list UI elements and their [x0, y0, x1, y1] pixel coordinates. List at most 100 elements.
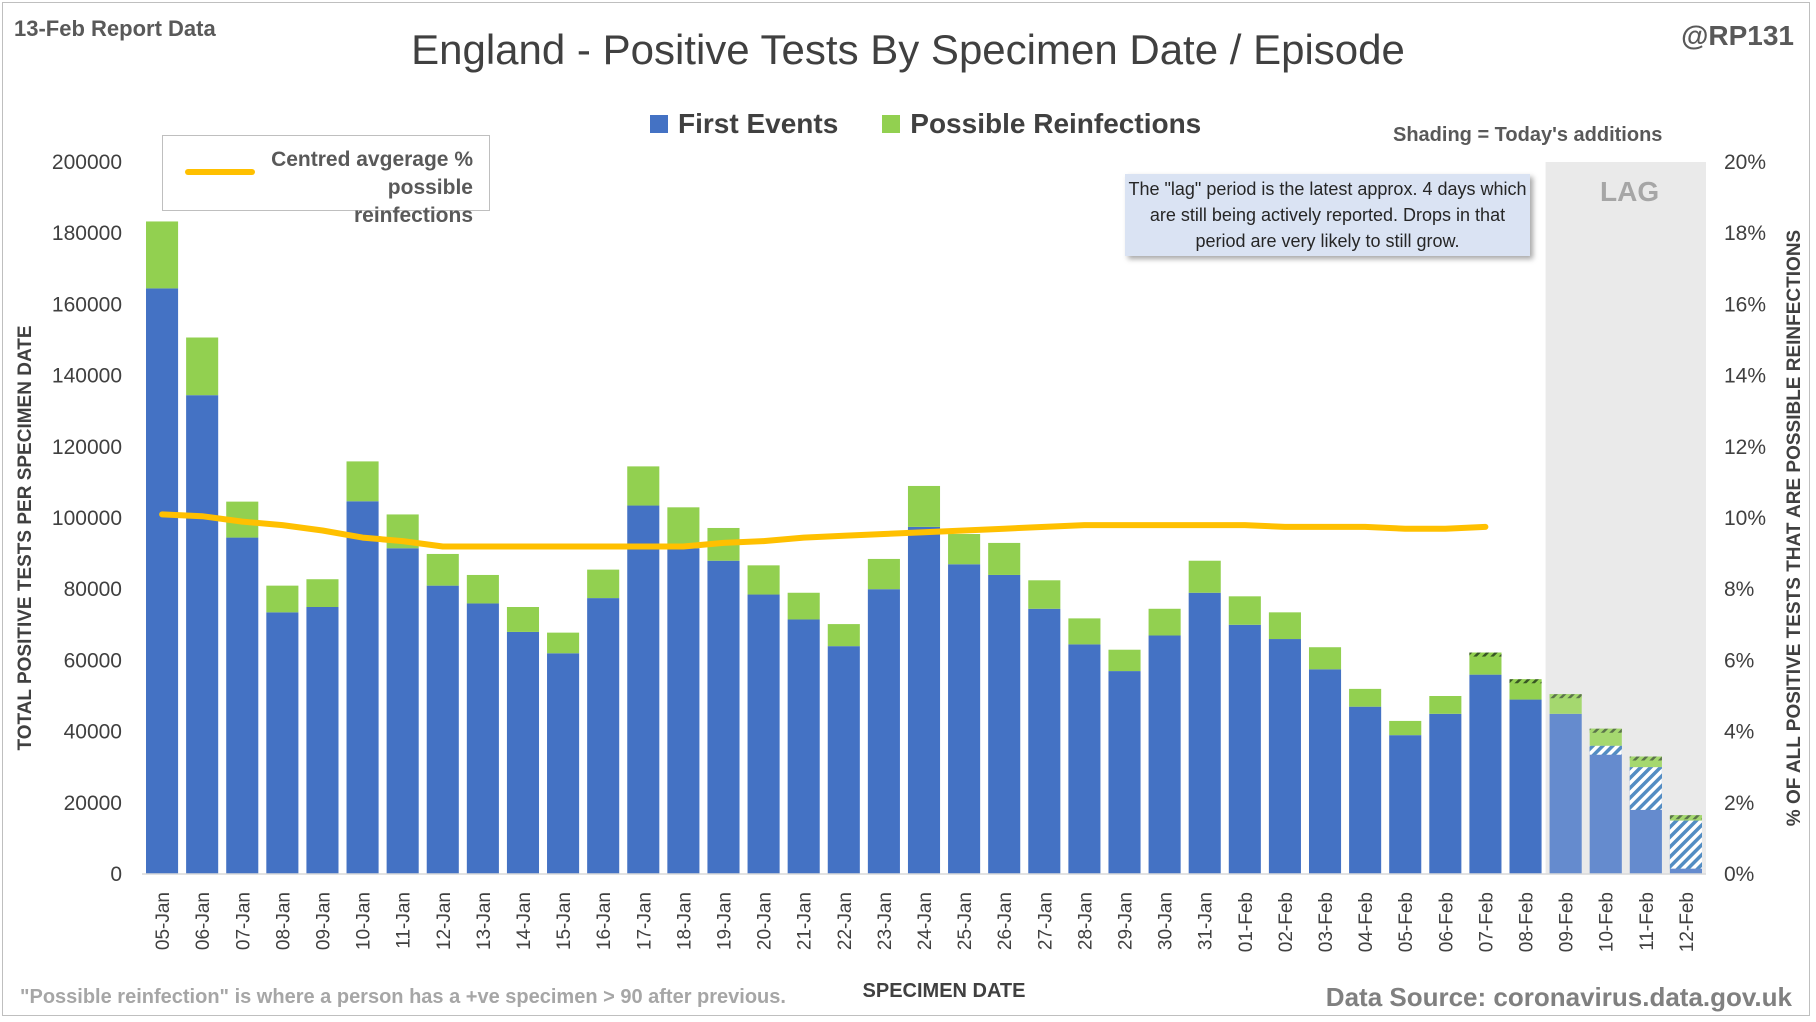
bar-reinfections: [346, 461, 379, 502]
legend-label-first-events: First Events: [678, 108, 839, 139]
legend-item-first-events: First Events: [650, 108, 838, 140]
line-series-reinfection-pct: [159, 511, 1489, 550]
x-axis-label: SPECIMEN DATE: [862, 980, 1026, 1002]
x-tick-label: 03-Feb: [1316, 892, 1337, 952]
bar-reinfections: [1589, 728, 1622, 746]
x-tick-label: 11-Jan: [394, 892, 415, 949]
bar-reinfections: [667, 507, 700, 549]
bar-first-events: [627, 505, 660, 874]
y-tick-label: 200000: [52, 151, 122, 174]
bar-first-events: [667, 548, 700, 874]
bar-first-events: [988, 574, 1021, 874]
report-date: 13-Feb Report Data: [14, 16, 216, 41]
data-source: Data Source: coronavirus.data.gov.uk: [1325, 982, 1792, 1012]
y-tick-label: 60000: [64, 649, 122, 672]
footnote: "Possible reinfection" is where a person…: [20, 986, 786, 1008]
bar-today-additions: [1669, 820, 1702, 869]
x-tick-label: 10-Feb: [1597, 892, 1618, 952]
x-tick-label: 15-Jan: [554, 892, 575, 950]
x-tick-label: 01-Feb: [1236, 892, 1257, 952]
bar-reinfections: [787, 592, 820, 620]
bar-first-events: [506, 631, 540, 874]
x-tick-label: 10-Jan: [354, 892, 375, 950]
x-tick-label: 23-Jan: [875, 892, 896, 950]
x-tick-label: 06-Feb: [1436, 892, 1457, 952]
bar-reinfections: [1148, 608, 1181, 636]
bar-lag-overlay: [1629, 756, 1662, 874]
line-legend-box: Centred avgerage % possible reinfections: [162, 135, 490, 227]
bar-reinfections: [1389, 720, 1422, 736]
x-tick-label: 05-Feb: [1396, 892, 1417, 952]
bar-first-events: [346, 501, 379, 874]
y-tick-label: 0: [110, 863, 122, 886]
bar-first-events: [1188, 592, 1221, 874]
y2-tick-label: 18%: [1724, 222, 1766, 245]
bar-reinfections: [1629, 756, 1662, 768]
x-tick-label: 07-Feb: [1476, 892, 1497, 952]
line-legend-swatch: [185, 169, 255, 175]
x-tick-label: 05-Jan: [153, 892, 174, 950]
bar-reinfections: [747, 565, 780, 595]
bar-first-events: [1349, 706, 1382, 874]
x-tick-label: 07-Jan: [233, 892, 254, 950]
x-tick-label: 21-Jan: [795, 892, 816, 950]
bar-today-additions: [1629, 767, 1662, 810]
y2-tick-label: 6%: [1724, 649, 1754, 672]
bar-first-events: [266, 612, 299, 874]
bar-first-events: [827, 646, 860, 874]
x-tick-label: 26-Jan: [995, 892, 1016, 950]
bar-reinfections: [907, 485, 941, 527]
bar-reinfections: [867, 558, 900, 590]
x-tick-label: 06-Jan: [193, 892, 214, 950]
bar-first-events: [1268, 639, 1301, 874]
y-axis-label-left: TOTAL POSITIVE TESTS PER SPECIMEN DATE: [15, 325, 36, 751]
y-tick-label: 140000: [52, 365, 122, 388]
bar-first-events: [907, 526, 941, 874]
bar-first-events: [1549, 713, 1582, 874]
bar-reinfections: [146, 221, 179, 289]
x-tick-label: 19-Jan: [714, 892, 735, 950]
x-tick-label: 29-Jan: [1116, 892, 1137, 950]
bar-first-events: [386, 548, 419, 874]
bar-reinfections: [1349, 688, 1382, 707]
bar-first-events: [306, 607, 339, 874]
bar-reinfections: [1108, 649, 1141, 672]
bar-first-events: [948, 564, 981, 874]
x-tick-label: 09-Feb: [1557, 892, 1578, 952]
bar-today-additions-reinf: [1469, 652, 1502, 657]
x-tick-label: 13-Jan: [474, 892, 495, 950]
legend-swatch-reinfections: [882, 115, 901, 133]
bar-today-additions-reinf: [1669, 815, 1702, 820]
x-tick-label: 28-Jan: [1075, 892, 1096, 950]
bar-first-events: [426, 585, 459, 874]
x-tick-label: 12-Feb: [1677, 892, 1698, 952]
bar-reinfections: [1469, 652, 1502, 675]
y-tick-label: 160000: [52, 293, 122, 316]
bar-reinfections: [1268, 612, 1301, 640]
bar-reinfections: [306, 579, 339, 607]
bar-first-events: [466, 603, 499, 874]
bar-today-additions-reinf: [1509, 679, 1542, 684]
legend-label-reinfections: Possible Reinfections: [910, 108, 1202, 139]
bar-reinfections: [1429, 696, 1462, 714]
y-tick-label: 120000: [52, 436, 122, 459]
bar-reinfections: [1509, 679, 1542, 700]
bar-first-events: [1148, 635, 1181, 874]
bar-reinfections: [827, 624, 860, 647]
bar-reinfections: [1188, 560, 1221, 593]
bar-reinfections: [266, 585, 299, 613]
x-tick-label: 02-Feb: [1276, 892, 1297, 952]
bar-first-events: [1228, 624, 1261, 874]
x-tick-label: 14-Jan: [514, 892, 535, 950]
bar-lag-overlay: [1589, 728, 1622, 874]
bar-first-events: [587, 598, 620, 874]
y2-tick-label: 4%: [1724, 721, 1754, 744]
x-tick-label: 27-Jan: [1035, 892, 1056, 950]
bar-reinfections: [1549, 694, 1582, 714]
bar-first-events: [1509, 699, 1542, 874]
y2-tick-label: 10%: [1724, 507, 1766, 530]
bar-today-additions: [1589, 745, 1622, 755]
bar-reinfections: [1068, 618, 1101, 645]
